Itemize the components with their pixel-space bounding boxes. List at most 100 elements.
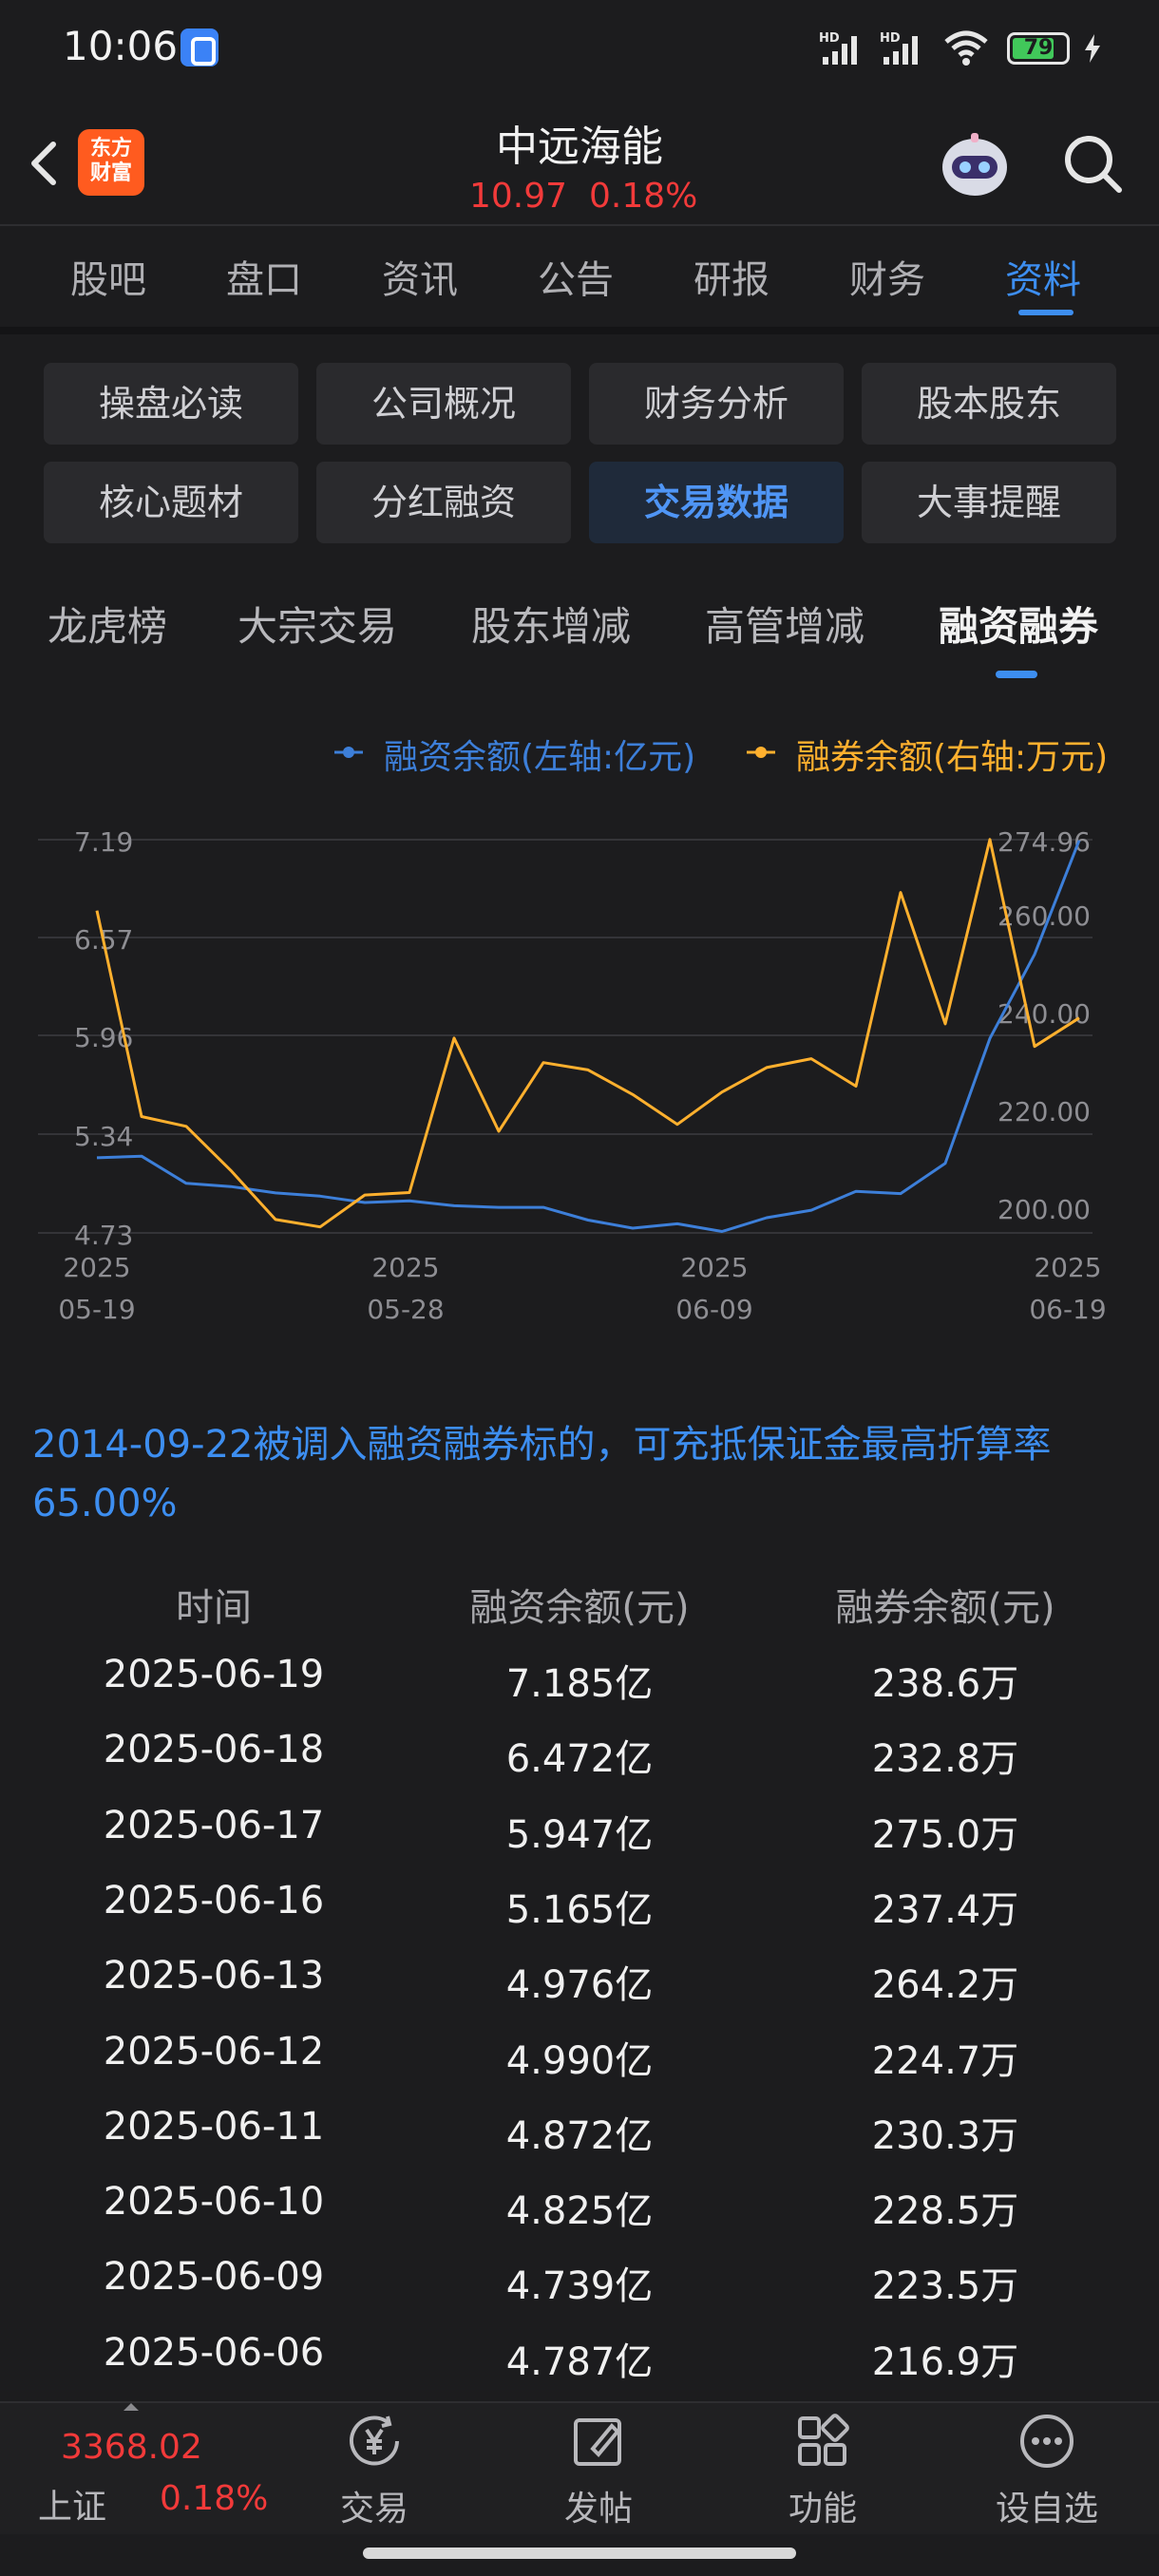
functions-grid-icon[interactable] (794, 2413, 851, 2470)
y-left-tick-label: 4.73 (74, 1220, 133, 1251)
btn-shareholders[interactable]: 股本股东 (862, 363, 1116, 445)
index-change[interactable]: 0.18% (160, 2479, 269, 2518)
y-left-tick-label: 7.19 (74, 826, 133, 858)
post-edit-icon[interactable] (570, 2413, 627, 2470)
row-securities-balance: 264.2万 (871, 1963, 1019, 2008)
btn-trading-data[interactable]: 交易数据 (589, 462, 844, 543)
row-date: 2025-06-12 (103, 2029, 325, 2074)
x-tick-date: 06-19 (1029, 1294, 1106, 1325)
subtab-margin-trading[interactable]: 融资融券 (939, 603, 1099, 650)
watchlist-more-icon[interactable] (1018, 2413, 1075, 2470)
section-divider (0, 327, 1159, 334)
back-button[interactable] (21, 133, 66, 194)
index-name[interactable]: 上证 (38, 2488, 107, 2527)
home-indicator[interactable] (363, 2548, 796, 2559)
cellular-signal-icon: HD (880, 31, 918, 65)
stock-change-percent: 0.18% (589, 177, 698, 216)
tab-profile[interactable]: 资料 (1005, 258, 1081, 302)
row-financing-balance: 4.825亿 (505, 2189, 654, 2234)
tab-announcements[interactable]: 公告 (538, 258, 614, 302)
row-securities-balance: 237.4万 (871, 1887, 1019, 1932)
row-date: 2025-06-11 (103, 2104, 325, 2149)
y-right-tick-label: 274.96 (998, 826, 1091, 858)
charging-icon (1085, 34, 1100, 63)
tab-pankou[interactable]: 盘口 (226, 258, 302, 302)
subtab-block-trade[interactable]: 大宗交易 (238, 603, 398, 650)
nav-watchlist[interactable]: 设自选 (995, 2490, 1098, 2529)
legend-securities-marker (747, 747, 775, 758)
x-tick-year: 2025 (680, 1252, 748, 1283)
row-financing-balance: 7.185亿 (505, 1662, 654, 1706)
cellular-signal-icon: HD (819, 31, 857, 65)
nav-post[interactable]: 发帖 (563, 2490, 633, 2529)
y-right-tick-label: 200.00 (998, 1194, 1091, 1225)
index-value[interactable]: 3368.02 (61, 2428, 202, 2467)
stock-name: 中远海能 (496, 123, 663, 171)
btn-dividend-financing[interactable]: 分红融资 (316, 462, 571, 543)
bottom-bar (0, 2401, 1159, 2534)
btn-company-overview[interactable]: 公司概况 (316, 363, 571, 445)
row-date: 2025-06-16 (103, 1878, 325, 1923)
table-header-date: 时间 (176, 1586, 252, 1630)
x-tick-year: 2025 (371, 1252, 439, 1283)
margin-balance-chart: 7.196.575.965.344.73274.96260.00240.0022… (38, 826, 1107, 1325)
y-right-tick-label: 240.00 (998, 998, 1091, 1030)
signal-hd-label: HD (819, 31, 840, 46)
row-securities-balance: 216.9万 (871, 2339, 1019, 2384)
legend-financing: 融资余额(左轴:亿元) (384, 738, 696, 777)
row-financing-balance: 4.976亿 (505, 1963, 654, 2008)
active-tab-indicator (1018, 310, 1074, 315)
margin-eligibility-note: 2014-09-22被调入融资融券标的，可充抵保证金最高折算率65.00% (32, 1423, 1052, 1525)
logo-line-1: 东方 (89, 137, 132, 161)
x-tick-year: 2025 (63, 1252, 130, 1283)
x-tick-date: 06-09 (675, 1294, 752, 1325)
status-time: 10:06 (63, 23, 179, 69)
row-date: 2025-06-13 (103, 1954, 325, 1998)
battery-level-fill (1013, 38, 1054, 59)
row-securities-balance: 238.6万 (871, 1662, 1019, 1706)
tab-finance[interactable]: 财务 (849, 258, 925, 302)
btn-event-reminder[interactable]: 大事提醒 (862, 462, 1116, 543)
nav-trade[interactable]: 交易 (339, 2490, 408, 2529)
row-financing-balance: 6.472亿 (505, 1737, 654, 1782)
divider (0, 224, 1159, 226)
table-header-financing: 融资余额(元) (469, 1586, 690, 1630)
robot-assistant-icon[interactable] (933, 125, 1016, 201)
tab-guba[interactable]: 股吧 (70, 258, 146, 302)
battery-percent: 79 (1023, 36, 1054, 60)
row-financing-balance: 5.165亿 (505, 1887, 654, 1932)
search-icon[interactable] (1058, 129, 1127, 198)
row-securities-balance: 223.5万 (871, 2264, 1019, 2309)
btn-core-themes[interactable]: 核心题材 (44, 462, 298, 543)
row-financing-balance: 4.872亿 (505, 2113, 654, 2158)
battery-icon: 79 (1007, 32, 1070, 65)
subtab-executive-change[interactable]: 高管增减 (705, 603, 865, 650)
x-tick-date: 05-28 (367, 1294, 444, 1325)
row-financing-balance: 4.739亿 (505, 2264, 654, 2309)
notification-app-icon (180, 28, 218, 66)
legend-financing-marker (334, 747, 363, 758)
wifi-icon (944, 30, 988, 66)
active-subtab-indicator (996, 671, 1037, 678)
stock-price: 10.97 (469, 177, 568, 216)
btn-trading-guide[interactable]: 操盘必读 (44, 363, 298, 445)
row-securities-balance: 275.0万 (871, 1812, 1019, 1857)
tab-news[interactable]: 资讯 (382, 258, 458, 302)
row-date: 2025-06-17 (103, 1803, 325, 1847)
tab-research[interactable]: 研报 (694, 258, 770, 302)
expand-caret-icon[interactable] (122, 2401, 141, 2413)
app-logo[interactable]: 东方 财富 (78, 129, 144, 196)
btn-financial-analysis[interactable]: 财务分析 (589, 363, 844, 445)
table-header-securities: 融券余额(元) (835, 1586, 1055, 1630)
subtab-shareholder-change[interactable]: 股东增减 (471, 603, 632, 650)
series-financing-line (96, 840, 1081, 1233)
logo-line-2: 财富 (89, 161, 132, 185)
row-date: 2025-06-18 (103, 1728, 325, 1772)
nav-functions[interactable]: 功能 (788, 2490, 857, 2529)
x-tick-year: 2025 (1034, 1252, 1101, 1283)
subtab-dragon-tiger[interactable]: 龙虎榜 (48, 603, 168, 650)
trade-yen-icon[interactable] (346, 2413, 403, 2470)
row-securities-balance: 224.7万 (871, 2038, 1019, 2083)
x-tick-date: 05-19 (58, 1294, 135, 1325)
row-securities-balance: 232.8万 (871, 1737, 1019, 1782)
